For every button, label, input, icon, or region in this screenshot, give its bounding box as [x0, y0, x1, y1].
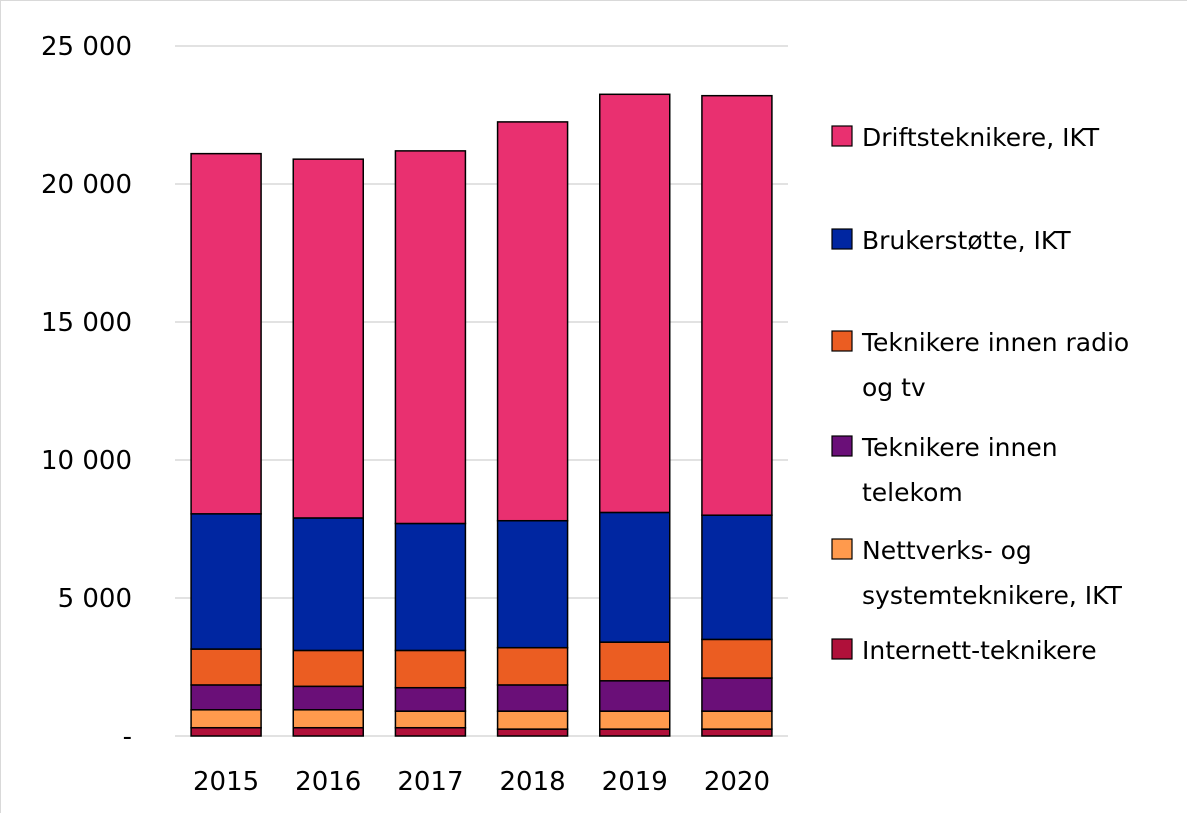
bar-segment — [394, 649, 467, 689]
bar-segment — [292, 685, 364, 711]
bar-segment — [701, 94, 773, 516]
y-axis-ticks: - 5 000 10 000 15 000 20 000 25 000 — [41, 32, 132, 752]
y-tick-label: 20 000 — [41, 170, 132, 200]
bar-segment — [394, 726, 467, 737]
legend-label: Internett-teknikere — [862, 636, 1097, 665]
y-tick-label: 10 000 — [41, 446, 132, 476]
bar-segment — [599, 728, 671, 737]
x-tick-label: 2017 — [397, 767, 463, 797]
bar-segment — [496, 710, 569, 730]
bar-segment — [701, 638, 773, 679]
legend-label: Driftsteknikere, IKT — [862, 123, 1100, 152]
legend-swatch — [831, 125, 853, 147]
y-tick-label: 5 000 — [58, 584, 132, 614]
legend-label: Teknikere innen telekom — [861, 433, 1058, 507]
legend-label: Brukerstøtte, IKT — [862, 226, 1071, 255]
x-tick-label: 2020 — [704, 767, 770, 797]
bar-segment — [394, 710, 467, 729]
bar-segment — [190, 726, 262, 737]
y-tick-label: 25 000 — [41, 32, 132, 62]
bar-segment — [496, 519, 569, 649]
bar-segment — [701, 728, 773, 737]
bar-segment — [599, 641, 671, 682]
legend-item: Nettverks- og systemteknikere, IKT — [831, 536, 1123, 610]
legend-swatch — [831, 228, 853, 250]
x-tick-label: 2015 — [193, 767, 259, 797]
bar-segment — [394, 150, 467, 525]
legend-item: Internett-teknikere — [831, 636, 1097, 665]
bars — [190, 93, 773, 737]
x-tick-label: 2016 — [295, 767, 361, 797]
gridlines — [175, 45, 788, 737]
legend-swatch — [831, 538, 853, 560]
legend-item: Teknikere innen radio og tv — [831, 328, 1129, 402]
bar-segment — [292, 517, 364, 652]
bar-segment — [599, 680, 671, 712]
x-axis-ticks: 2015 2016 2017 2018 2019 2020 — [193, 767, 770, 797]
bar-segment — [701, 677, 773, 712]
legend-item: Teknikere innen telekom — [831, 433, 1058, 507]
bar-segment — [496, 684, 569, 712]
bar-segment — [496, 728, 569, 737]
bar-segment — [599, 710, 671, 730]
bar-segment — [701, 514, 773, 641]
bar-segment — [190, 684, 262, 711]
bar-segment — [701, 710, 773, 730]
bar-segment — [190, 648, 262, 686]
bar-segment — [292, 649, 364, 688]
legend-swatch — [831, 330, 853, 352]
bar-segment — [496, 646, 569, 686]
legend-item: Driftsteknikere, IKT — [831, 123, 1100, 152]
legend-item: Brukerstøtte, IKT — [831, 226, 1071, 255]
legend: Driftsteknikere, IKT Brukerstøtte, IKT Tek… — [831, 123, 1129, 665]
bar-segment — [292, 709, 364, 729]
bar-segment — [496, 121, 569, 522]
bar-segment — [292, 726, 364, 737]
bar-segment — [599, 511, 671, 643]
y-tick-label: - — [123, 722, 132, 752]
legend-label: Nettverks- og systemteknikere, IKT — [862, 536, 1123, 610]
bar-segment — [190, 709, 262, 729]
bar-segment — [292, 158, 364, 519]
x-tick-label: 2018 — [499, 767, 565, 797]
y-tick-label: 15 000 — [41, 308, 132, 338]
x-tick-label: 2019 — [602, 767, 668, 797]
bar-segment — [394, 686, 467, 712]
bar-segment — [599, 93, 671, 514]
bar-segment — [190, 513, 262, 650]
bar-segment — [394, 522, 467, 652]
legend-swatch — [831, 435, 853, 457]
legend-label: Teknikere innen radio og tv — [861, 328, 1129, 402]
bar-segment — [190, 152, 262, 515]
legend-swatch — [831, 638, 853, 660]
